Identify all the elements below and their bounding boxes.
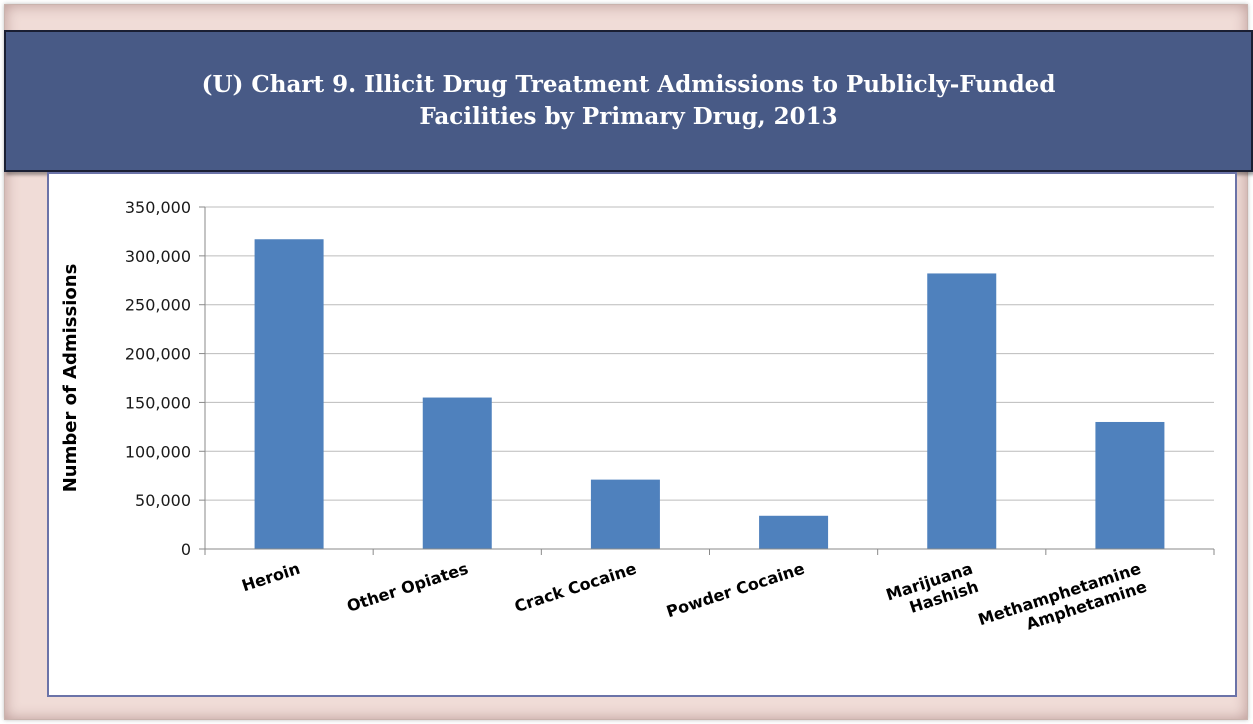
y-tick-label: 150,000	[125, 393, 191, 412]
x-tick-label-group: Crack Cocaine	[512, 559, 639, 616]
y-tick-label: 300,000	[125, 247, 191, 266]
bar	[1095, 421, 1165, 549]
axes	[199, 206, 1215, 555]
y-tick-label: 250,000	[125, 296, 191, 315]
chart-panel: 0 50,000 100,000 150,000 200,000 250,000 300,0…	[47, 172, 1237, 697]
y-tick-label: 50,000	[135, 491, 191, 510]
x-tick-label-group: Other Opiates	[344, 559, 470, 616]
bar	[590, 479, 660, 549]
x-tick-label-group: Heroin	[239, 559, 302, 596]
bar	[254, 239, 324, 549]
y-axis-label: Number of Admissions	[60, 264, 81, 493]
y-tick-label: 100,000	[125, 442, 191, 461]
x-tick-labels: Heroin Other Opiates Crack Cocaine Powder C…	[239, 559, 1149, 634]
y-tick-label: 200,000	[125, 345, 191, 364]
bar-chart: 0 50,000 100,000 150,000 200,000 250,000 300,0…	[60, 198, 1215, 634]
chart-title-banner: (U) Chart 9. Illicit Drug Treatment Admi…	[4, 30, 1253, 172]
x-tick-label: Other Opiates	[344, 559, 470, 616]
gridlines	[205, 206, 1214, 501]
bar	[759, 515, 829, 549]
x-tick-label: Heroin	[239, 559, 302, 596]
bars	[254, 239, 1165, 549]
chart-title-line-1: (U) Chart 9. Illicit Drug Treatment Admi…	[201, 71, 1056, 98]
bar	[422, 397, 492, 549]
y-tick-label: 0	[181, 540, 191, 559]
y-tick-labels: 0 50,000 100,000 150,000 200,000 250,000 300,0…	[125, 198, 191, 559]
y-tick-label: 350,000	[125, 198, 191, 217]
bar	[927, 273, 997, 549]
x-tick-label-group: Powder Cocaine	[664, 559, 807, 622]
x-tick-label: Crack Cocaine	[512, 559, 639, 616]
x-tick-label: Powder Cocaine	[664, 559, 807, 622]
chart-title-line-2: Facilities by Primary Drug, 2013	[419, 103, 838, 130]
